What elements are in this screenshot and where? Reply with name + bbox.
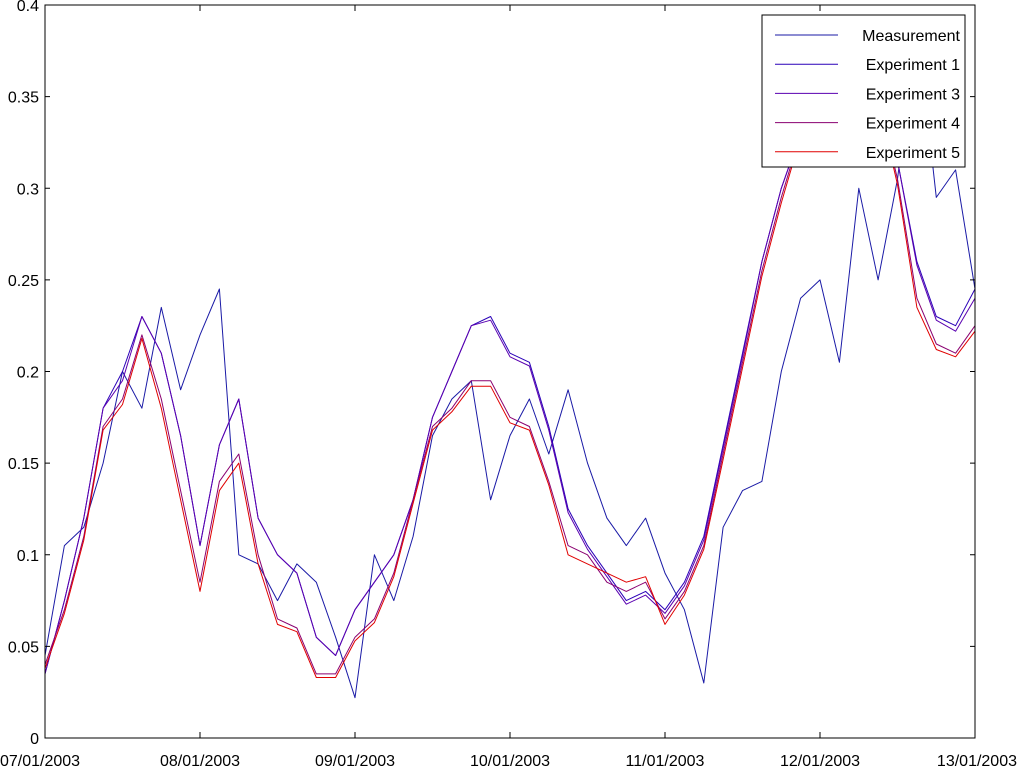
legend-entry-label: Experiment 3 [866,86,960,103]
legend: Measurement Experiment 1 Experiment 3 Exper… [761,14,966,168]
x-tick-label: 11/01/2003 [626,753,705,767]
x-tick-label: 09/01/2003 [315,753,395,767]
legend-entry-label: Experiment 4 [866,116,960,133]
legend-entry-label: Measurement [862,28,960,45]
x-tick-label: 12/01/2003 [780,753,860,767]
series-line-measurement [44,22,976,699]
y-tick-label: 0.05 [8,639,39,656]
legend-entry-label: Experiment 1 [866,57,960,74]
y-tick-label: 0.15 [8,456,39,473]
y-tick-label: 0.3 [17,181,39,198]
x-tick-label: 07/01/2003 [0,753,80,767]
x-tick-label: 08/01/2003 [160,753,240,767]
y-tick-label: 0 [30,731,39,748]
x-tick-label: 13/01/2003 [937,753,1017,767]
y-tick-label: 0.2 [17,365,39,382]
x-axis: 07/01/2003 08/01/2003 09/01/2003 10/01/2003… [0,5,1017,767]
y-axis: 0 0.05 0.1 0.15 0.2 0.25 0.3 0.35 0.4 [8,0,975,748]
legend-entry-label: Experiment 5 [866,145,960,162]
y-tick-label: 0.4 [17,0,39,15]
y-tick-label: 0.35 [8,90,39,107]
x-tick-label: 10/01/2003 [470,753,550,767]
y-tick-label: 0.25 [8,273,39,290]
legend-box [761,14,966,168]
y-tick-label: 0.1 [17,548,39,565]
